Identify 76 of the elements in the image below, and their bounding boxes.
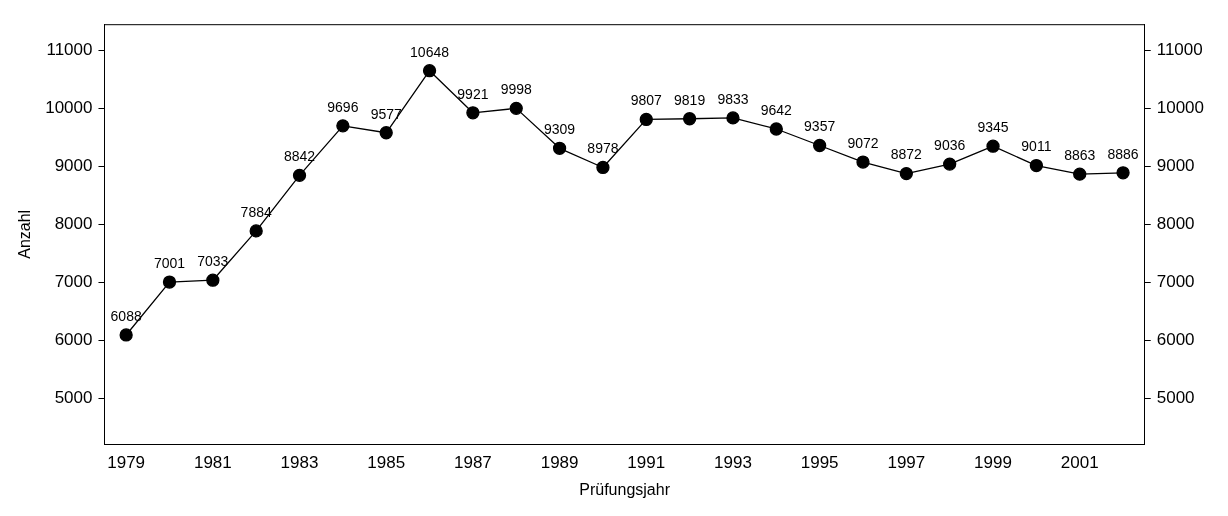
point — [119, 328, 133, 342]
x-tick-label: 1979 — [107, 453, 146, 473]
point — [899, 166, 913, 181]
point — [639, 112, 653, 127]
point — [682, 112, 697, 126]
y-tick-label: 9000 — [54, 155, 93, 175]
data-label: 9011 — [1021, 138, 1052, 155]
data-label: 9696 — [327, 98, 359, 115]
data-label: 8842 — [283, 148, 316, 165]
x-tick-label: 1997 — [887, 453, 926, 473]
data-label: 9921 — [457, 85, 489, 102]
point — [552, 141, 567, 155]
point — [943, 157, 957, 171]
x-tick-label: 1989 — [540, 453, 579, 473]
y2-tick-label: 5000 — [1156, 387, 1195, 407]
data-label: 8872 — [890, 146, 923, 163]
x-tick-label: 1983 — [280, 453, 319, 473]
point — [769, 122, 783, 136]
data-label: 9833 — [717, 90, 749, 107]
data-label: 6088 — [110, 307, 142, 324]
data-label: 10648 — [410, 43, 450, 60]
point — [292, 168, 307, 183]
x-tick-label: 1981 — [193, 453, 232, 473]
point — [1029, 158, 1044, 173]
x-tick-label: 1999 — [974, 453, 1012, 473]
point — [1116, 166, 1130, 180]
data-label: 7884 — [240, 203, 272, 220]
y-tick-label: 6000 — [54, 329, 93, 349]
y-axis-title: Anzahl — [16, 209, 34, 259]
y2-tick-label: 7000 — [1156, 271, 1195, 291]
data-label: 9577 — [370, 105, 402, 122]
x-tick-label: 1995 — [800, 453, 839, 473]
point — [336, 119, 350, 133]
y2-tick-label: 8000 — [1156, 213, 1195, 233]
data-label: 8863 — [1064, 147, 1096, 163]
y-tick-label: 5000 — [54, 387, 93, 407]
data-label: 9807 — [630, 92, 663, 109]
y2-tick-label: 6000 — [1156, 329, 1195, 349]
point — [856, 155, 870, 169]
point — [1073, 167, 1087, 181]
data-label: 9998 — [500, 81, 533, 98]
y2-tick-label: 11000 — [1156, 39, 1203, 59]
x-tick-label: 2001 — [1060, 453, 1099, 473]
point — [509, 101, 523, 116]
point — [466, 106, 480, 120]
data-label: 8886 — [1107, 145, 1139, 162]
x-tick-label: 1985 — [367, 453, 406, 473]
data-label: 9345 — [977, 119, 1009, 136]
data-label: 7001 — [153, 254, 186, 271]
y2-tick-label: 9000 — [1156, 155, 1195, 175]
point — [249, 224, 263, 238]
x-tick-label: 1993 — [714, 453, 752, 473]
point — [813, 138, 827, 153]
point — [206, 273, 220, 287]
y-tick-label: 7000 — [54, 271, 93, 291]
point — [986, 139, 1000, 153]
x-tick-label: 1987 — [453, 453, 492, 473]
point — [596, 160, 610, 175]
point — [422, 64, 437, 78]
y2-tick-label: 10000 — [1156, 97, 1205, 117]
x-axis-title: Prüfungsjahr — [579, 480, 671, 498]
x-tick-label: 1991 — [627, 453, 666, 473]
point — [726, 111, 740, 125]
point — [379, 126, 393, 140]
y-tick-label: 11000 — [46, 39, 93, 59]
point — [162, 275, 177, 289]
y-tick-label: 10000 — [45, 97, 93, 117]
data-label: 9309 — [544, 121, 576, 138]
data-label: 9819 — [674, 91, 706, 108]
data-label: 9036 — [934, 136, 966, 153]
data-label: 9642 — [760, 101, 793, 118]
data-label: 9357 — [804, 118, 836, 135]
data-label: 8978 — [587, 140, 619, 157]
data-label: 7033 — [197, 253, 229, 270]
y-tick-label: 8000 — [54, 213, 93, 233]
data-label: 9072 — [847, 134, 879, 151]
